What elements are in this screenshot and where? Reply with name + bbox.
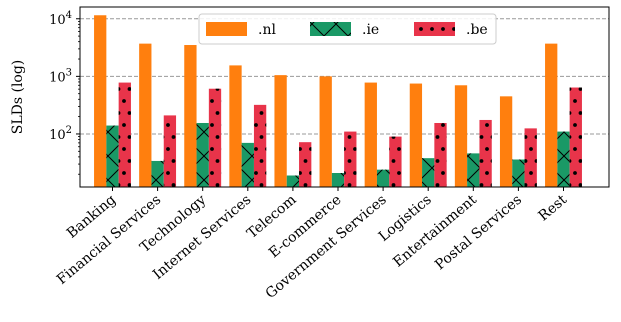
- plot-frame: [79, 6, 610, 188]
- bar-hatch: [106, 125, 119, 187]
- bar-nl: [319, 76, 332, 187]
- bar-nl: [139, 43, 152, 187]
- bar-hatch: [479, 119, 492, 187]
- bar-hatch: [434, 122, 447, 187]
- bar-hatch: [331, 173, 345, 187]
- bar-nl: [229, 65, 242, 187]
- bar-nl: [409, 83, 423, 187]
- bar-nl: [274, 75, 287, 187]
- legend-label: .nl: [258, 22, 276, 38]
- bar-hatch: [344, 131, 357, 187]
- bar-hatch: [467, 153, 480, 187]
- bar-nl: [184, 45, 197, 187]
- bar-hatch: [253, 104, 267, 187]
- bar-hatch: [196, 122, 209, 187]
- bar-nl: [94, 15, 107, 188]
- bar-hatch: [241, 142, 254, 187]
- bar-nl: [454, 85, 468, 187]
- y-axis-label: SLDs (log): [10, 60, 26, 135]
- y-tick-label: 102: [49, 125, 72, 143]
- bar-hatch: [299, 142, 312, 187]
- legend-label: .be: [466, 22, 488, 38]
- y-tick-label: 103: [49, 67, 72, 85]
- y-axis: 102 103 104: [49, 10, 80, 175]
- legend-swatch-hatch: [414, 22, 455, 36]
- bar-hatch: [208, 88, 222, 187]
- legend-swatch-hatch: [310, 22, 351, 36]
- bar-hatch: [524, 128, 537, 187]
- bar-hatch: [422, 158, 435, 187]
- bar-hatch: [557, 131, 570, 187]
- bar-nl: [499, 96, 513, 187]
- legend-swatch: [206, 22, 247, 36]
- bar-nl: [364, 82, 377, 187]
- bars: [94, 15, 582, 188]
- bar-hatch: [163, 115, 177, 187]
- bar-hatch: [376, 169, 390, 187]
- x-tick-label: Rest: [536, 192, 571, 225]
- bar-hatch: [151, 160, 164, 187]
- legend: .nl .ie .be: [198, 13, 497, 45]
- bar-hatch: [512, 159, 525, 187]
- bar-hatch: [118, 82, 131, 187]
- bar-hatch: [389, 136, 402, 187]
- bar-nl: [545, 43, 558, 187]
- legend-label: .ie: [362, 22, 379, 38]
- y-tick-label: 104: [49, 10, 72, 28]
- bar-hatch: [569, 87, 582, 187]
- bar-hatch: [286, 175, 300, 187]
